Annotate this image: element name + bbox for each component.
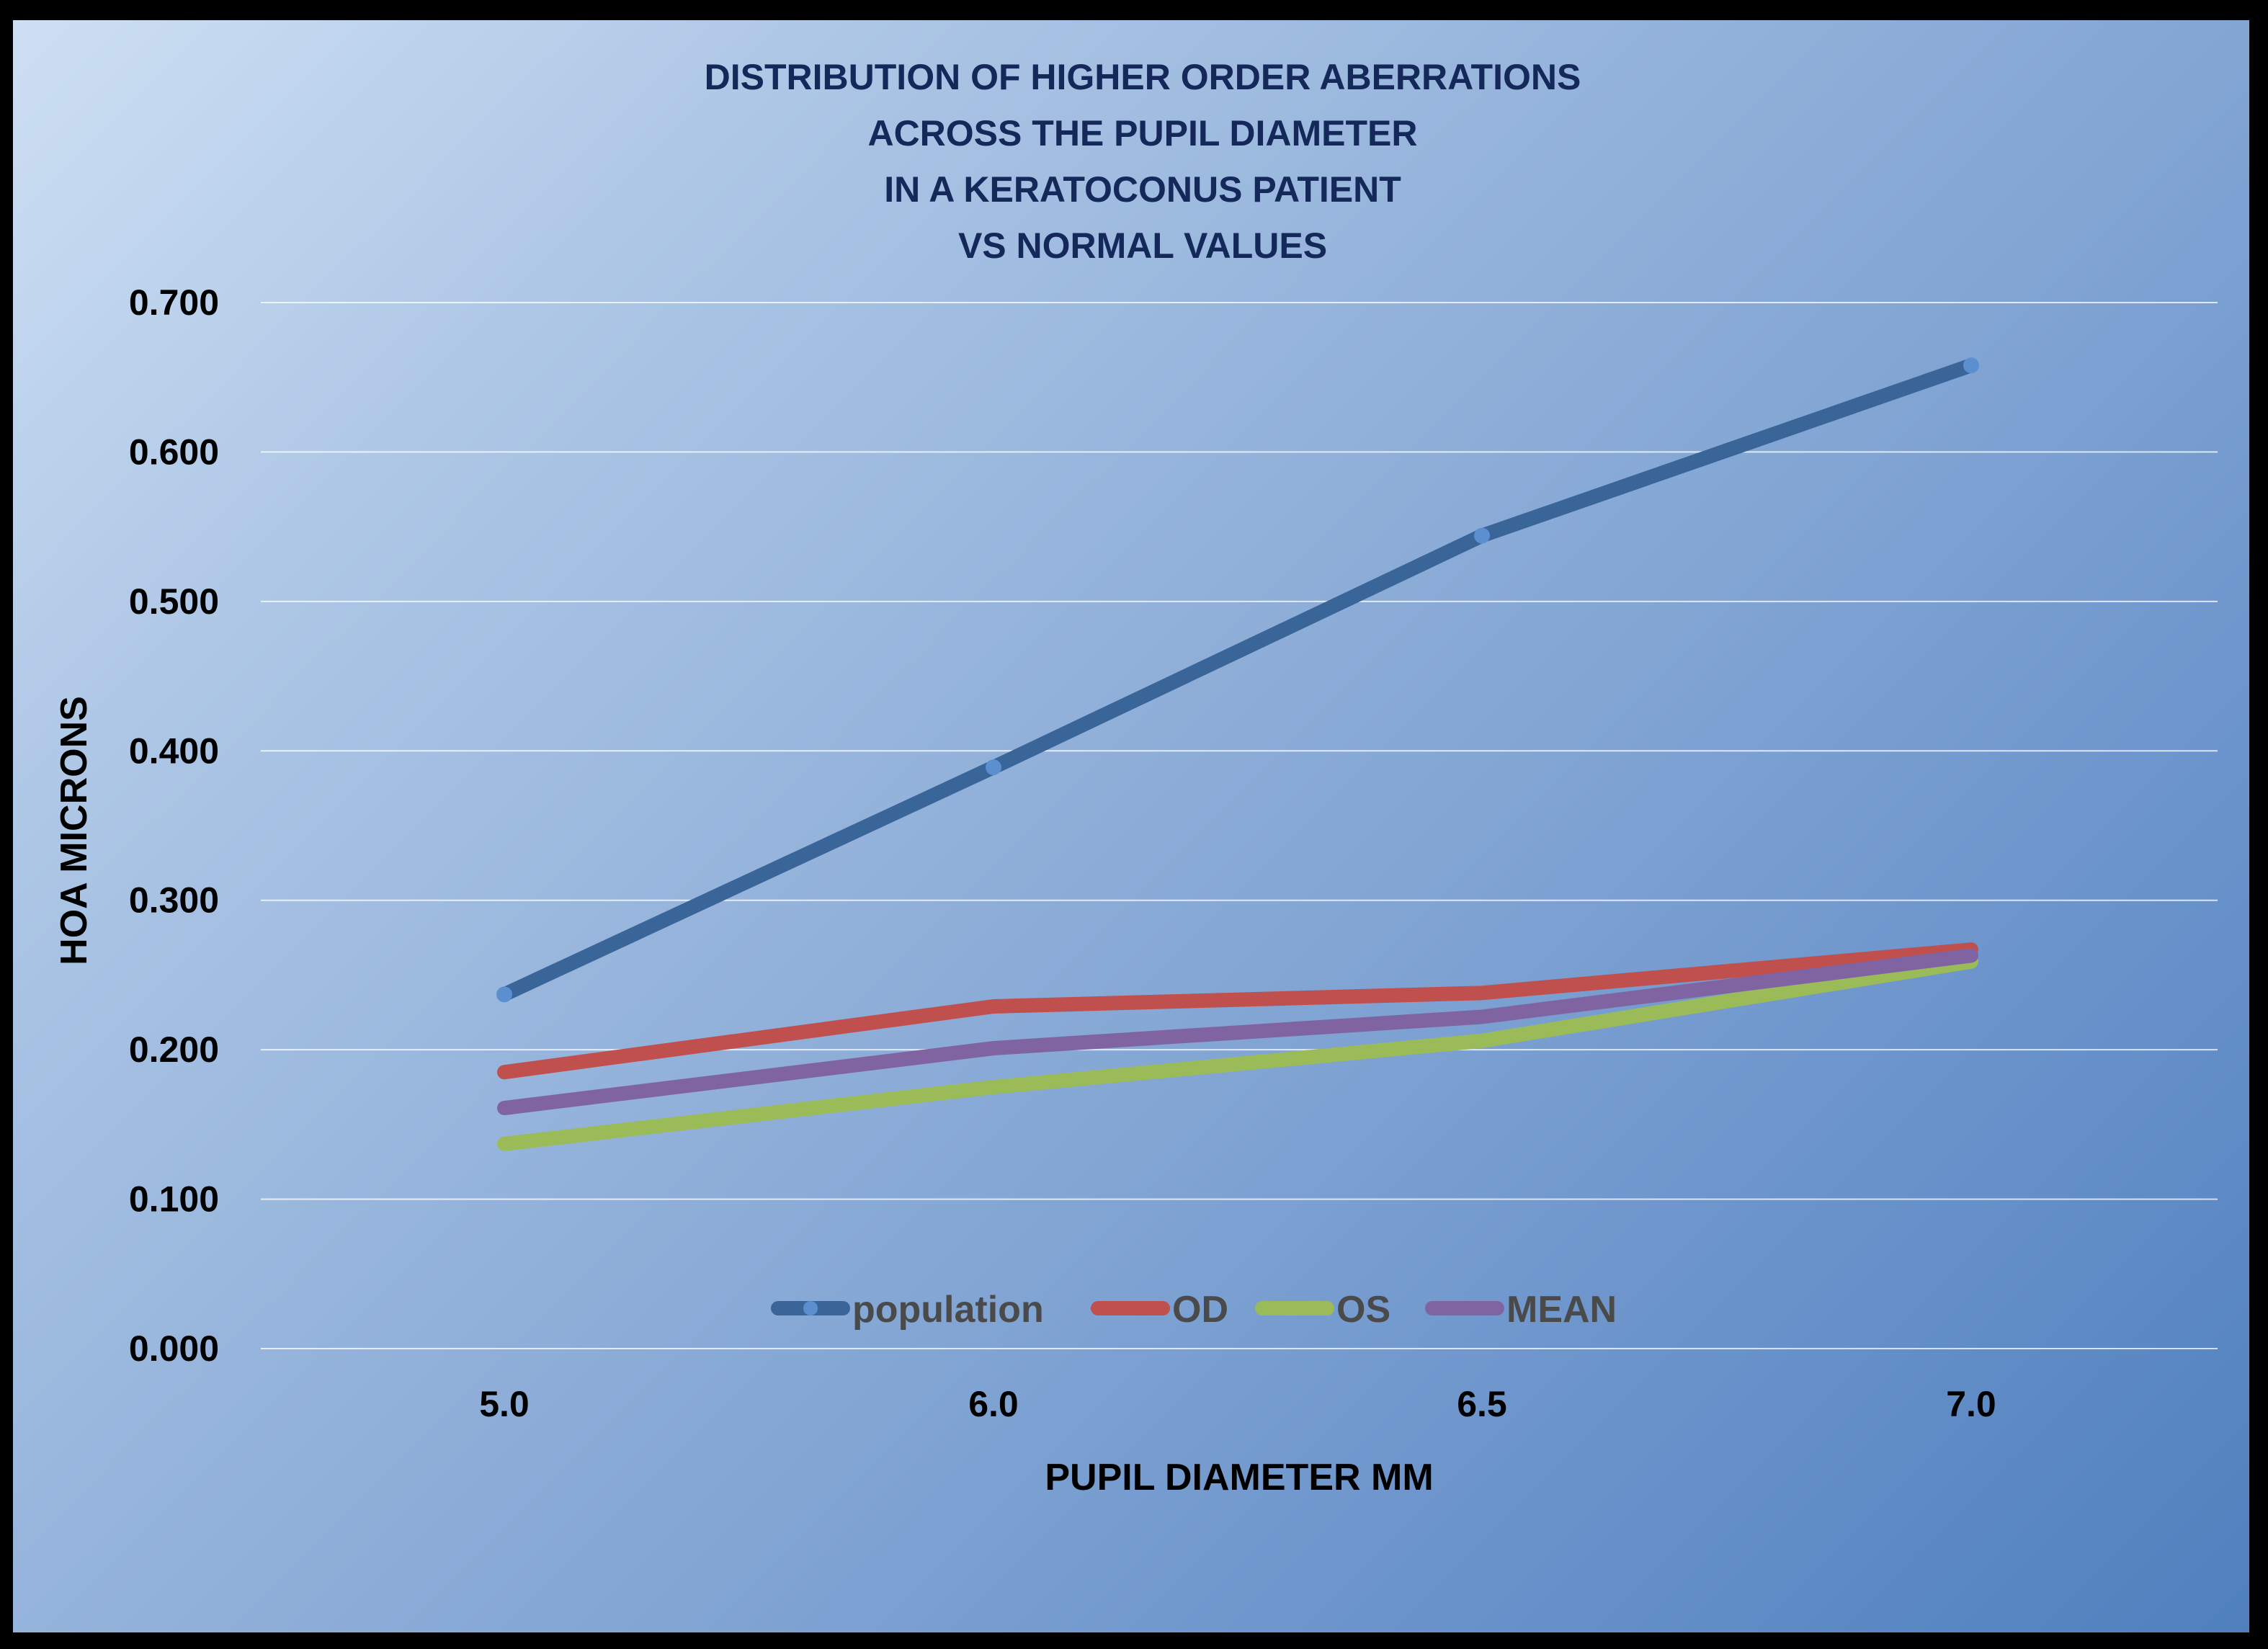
data-point-population — [1963, 357, 1979, 374]
data-point-os — [498, 1137, 511, 1150]
legend-marker-population — [803, 1301, 818, 1315]
x-tick-label: 6.0 — [968, 1384, 1019, 1424]
series-line-od — [497, 942, 1978, 1080]
data-point-od — [498, 1065, 511, 1079]
y-tick-label: 0.500 — [129, 581, 219, 622]
data-point-population — [986, 759, 1001, 776]
chart-title-line-3: IN A KERATOCONUS PATIENT — [884, 169, 1401, 210]
legend: population OD OS MEAN — [771, 1289, 1617, 1331]
legend-label-od: OD — [1172, 1289, 1228, 1331]
y-tick-label: 0.100 — [129, 1179, 219, 1220]
y-tick-label: 0.200 — [129, 1029, 219, 1070]
y-tick-label: 0.400 — [129, 730, 219, 771]
data-point-mean — [1965, 949, 1978, 962]
data-point-os — [987, 1081, 1000, 1094]
gridlines — [261, 302, 2218, 1349]
data-point-population — [496, 986, 512, 1003]
y-tick-label: 0.600 — [129, 432, 219, 472]
chart-title-line-1: DISTRIBUTION OF HIGHER ORDER ABERRATIONS — [705, 57, 1581, 97]
legend-label-mean: MEAN — [1506, 1289, 1617, 1331]
y-tick-label: 0.300 — [129, 880, 219, 921]
series-line-os — [497, 954, 1978, 1151]
y-axis-label: HOA MICRONS — [53, 696, 95, 965]
x-tick-label: 7.0 — [1946, 1384, 1996, 1424]
y-axis-ticks: 0.000 0.100 0.200 0.300 0.400 0.500 0.600 0.700 — [129, 282, 219, 1369]
data-point-mean — [987, 1042, 1000, 1055]
x-tick-label: 6.5 — [1457, 1384, 1507, 1424]
data-point-population — [1474, 527, 1490, 544]
data-point-os — [1475, 1034, 1488, 1047]
series-line-population — [497, 358, 1978, 1002]
series-line-mean — [497, 948, 1978, 1116]
chart-title-line-2: ACROSS THE PUPIL DIAMETER — [867, 113, 1417, 153]
x-axis-label: PUPIL DIAMETER MM — [1045, 1457, 1433, 1498]
data-point-mean — [1475, 1010, 1488, 1024]
data-point-od — [1475, 986, 1488, 1000]
legend-label-os: OS — [1336, 1289, 1390, 1331]
series-lines — [496, 357, 1979, 1151]
data-point-mean — [498, 1101, 511, 1115]
chart-background: DISTRIBUTION OF HIGHER ORDER ABERRATIONS… — [13, 20, 2249, 1632]
y-tick-label: 0.000 — [129, 1328, 219, 1369]
data-point-od — [987, 999, 1000, 1013]
x-tick-label: 5.0 — [479, 1384, 530, 1424]
legend-label-population: population — [852, 1289, 1044, 1331]
y-tick-label: 0.700 — [129, 282, 219, 323]
hoa-line-chart: DISTRIBUTION OF HIGHER ORDER ABERRATIONS… — [53, 57, 2218, 1498]
chart-title-line-4: VS NORMAL VALUES — [958, 225, 1327, 266]
chart-title: DISTRIBUTION OF HIGHER ORDER ABERRATIONS… — [705, 57, 1581, 266]
x-axis-ticks: 5.0 6.0 6.5 7.0 — [479, 1384, 1996, 1424]
